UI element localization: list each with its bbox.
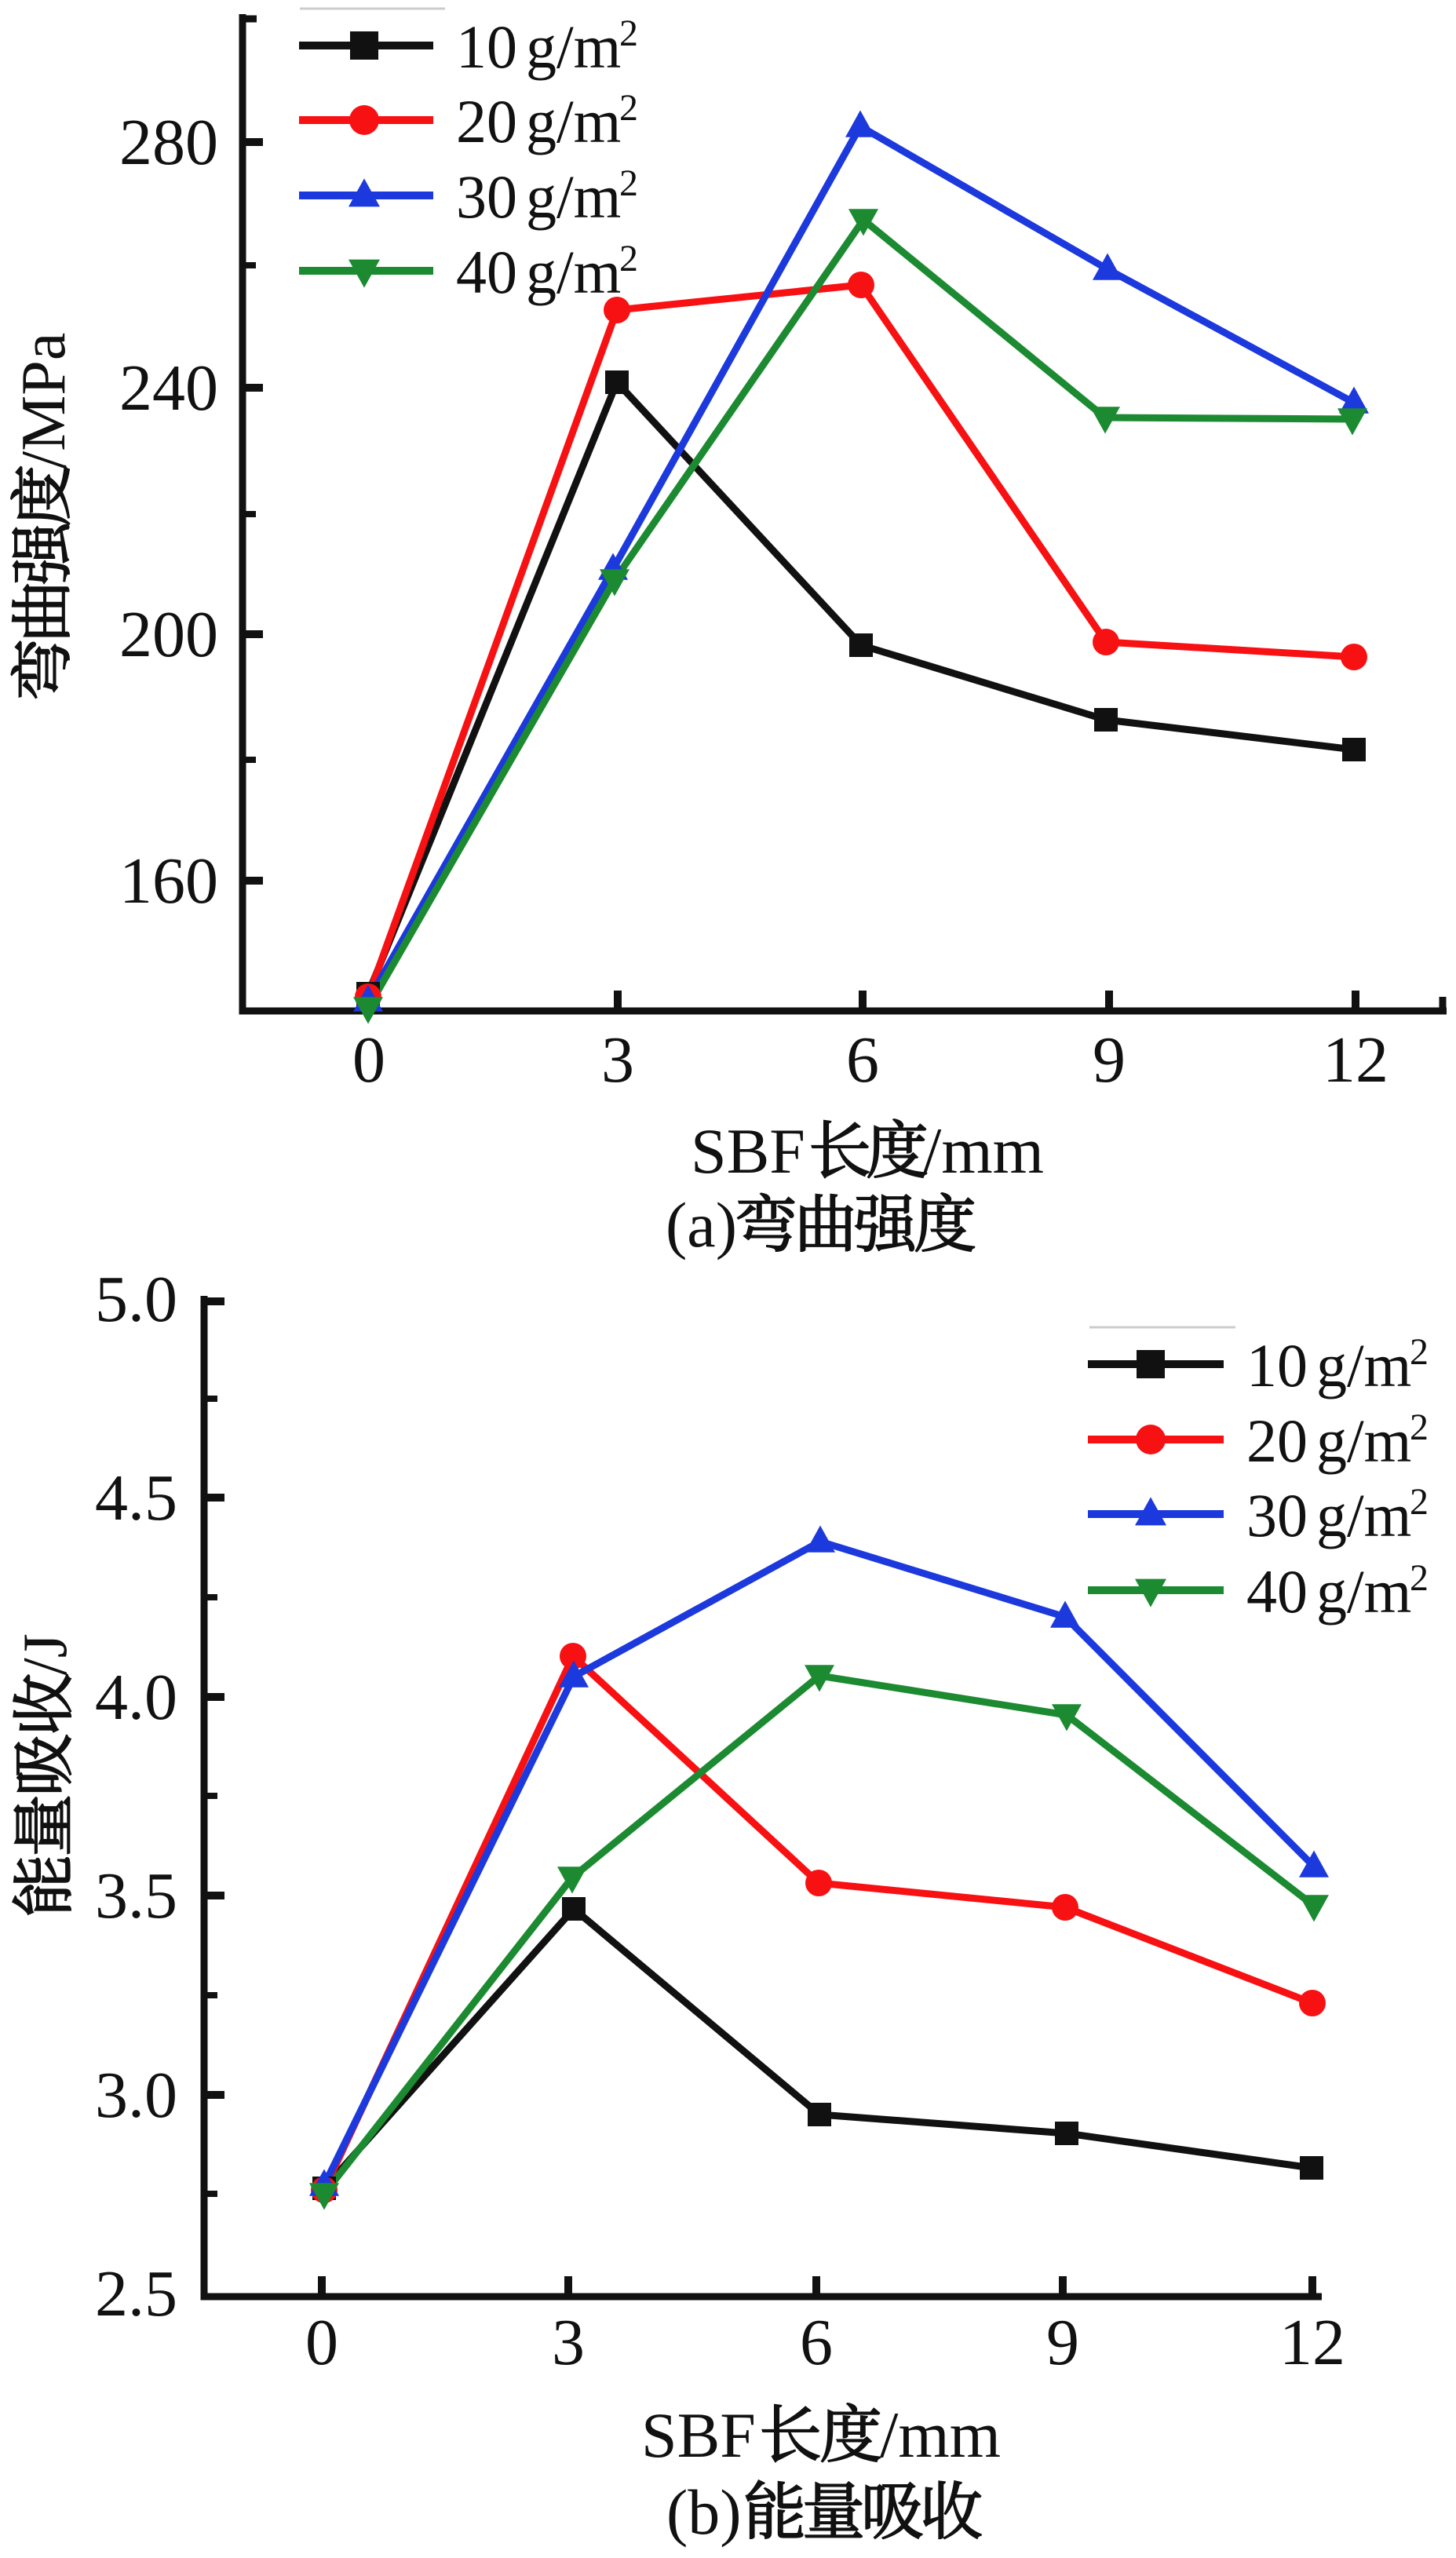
svg-text:2: 2	[619, 162, 638, 204]
svg-text:4.5: 4.5	[95, 1461, 177, 1534]
svg-text:2: 2	[619, 238, 638, 279]
svg-text:g/m: g/m	[526, 13, 621, 81]
svg-text:9: 9	[1046, 2306, 1079, 2379]
svg-text:g/m: g/m	[1316, 1407, 1411, 1475]
svg-text:3.5: 3.5	[95, 1859, 177, 1932]
svg-text:200: 200	[119, 598, 218, 671]
svg-text:0: 0	[352, 1024, 385, 1097]
svg-text:/mm: /mm	[880, 2399, 1001, 2472]
svg-text:2: 2	[619, 13, 638, 54]
svg-text:6: 6	[800, 2306, 833, 2379]
svg-text:20: 20	[1246, 1407, 1308, 1475]
svg-text:12: 12	[1279, 2306, 1345, 2379]
svg-text:10: 10	[1246, 1331, 1308, 1399]
svg-text:160: 160	[119, 845, 218, 918]
svg-text:g/m: g/m	[526, 162, 621, 231]
svg-text:2: 2	[1410, 1407, 1429, 1448]
svg-text:/J: /J	[11, 1633, 80, 1675]
svg-text:2: 2	[1410, 1557, 1429, 1599]
svg-text:g/m: g/m	[1316, 1557, 1411, 1626]
svg-text:6: 6	[846, 1024, 879, 1097]
svg-text:5.0: 5.0	[95, 1263, 177, 1336]
svg-text:g/m: g/m	[526, 238, 621, 306]
svg-text:SBF: SBF	[641, 2399, 756, 2471]
svg-text:20: 20	[456, 87, 517, 155]
svg-text:0: 0	[305, 2306, 338, 2379]
svg-text:SBF: SBF	[691, 1115, 805, 1187]
svg-text:30: 30	[456, 162, 517, 231]
svg-text:240: 240	[119, 352, 218, 425]
svg-text:2: 2	[1410, 1481, 1429, 1523]
svg-text:/mm: /mm	[923, 1115, 1044, 1188]
svg-text:4.0: 4.0	[95, 1661, 177, 1734]
svg-text:(a): (a)	[666, 1189, 737, 1261]
svg-text:g/m: g/m	[526, 87, 621, 155]
svg-text:g/m: g/m	[1316, 1481, 1411, 1549]
svg-text:40: 40	[1246, 1557, 1308, 1626]
svg-text:10: 10	[456, 13, 517, 81]
svg-text:40: 40	[456, 238, 517, 306]
svg-text:/MPa: /MPa	[9, 333, 78, 469]
svg-text:g/m: g/m	[1316, 1331, 1411, 1399]
svg-text:3.0: 3.0	[95, 2059, 177, 2132]
svg-text:3: 3	[552, 2306, 585, 2379]
svg-text:2: 2	[619, 87, 638, 129]
svg-text:280: 280	[119, 106, 218, 179]
svg-text:30: 30	[1246, 1481, 1308, 1549]
svg-text:(b): (b)	[666, 2476, 742, 2548]
svg-text:3: 3	[601, 1024, 634, 1097]
svg-text:9: 9	[1093, 1024, 1126, 1097]
svg-text:12: 12	[1323, 1024, 1388, 1097]
svg-text:2.5: 2.5	[95, 2257, 177, 2330]
svg-text:2: 2	[1410, 1331, 1429, 1373]
